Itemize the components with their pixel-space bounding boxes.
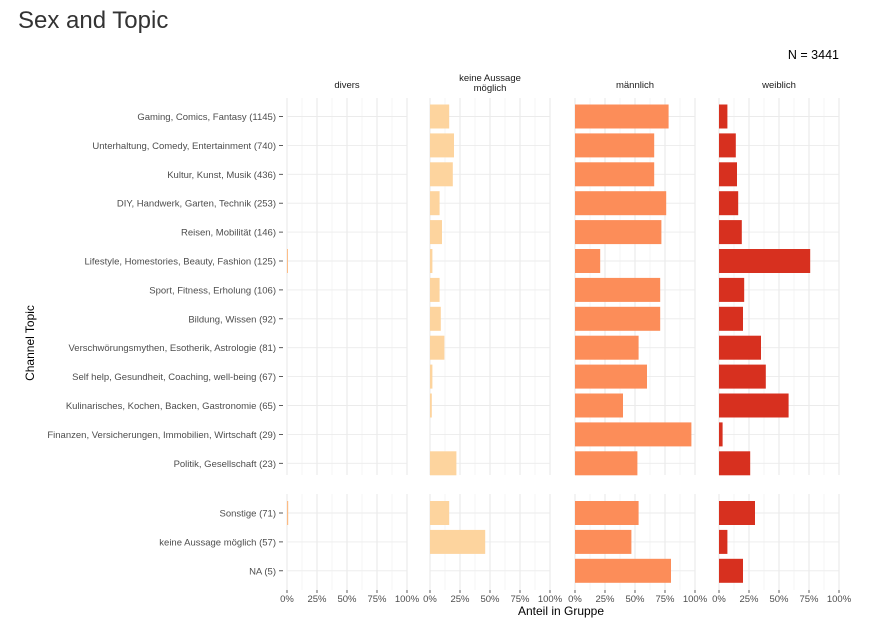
x-tick-label: 75% [799, 594, 819, 605]
bar-m-nnlich-kulinarisches-kochen-backen-gastronomie-65 [575, 393, 623, 418]
y-tick-label: Unterhaltung, Comedy, Entertainment (740… [92, 141, 276, 152]
bar-keine-aussage-m-glich-kulinarisches-kochen-backen-gastronomie-65 [430, 393, 432, 418]
bar-keine-aussage-m-glich-reisen-mobilit-t-146 [430, 220, 442, 245]
y-tick-label: Kultur, Kunst, Musik (436) [167, 170, 276, 181]
bar-m-nnlich-unterhaltung-comedy-entertainment-740 [575, 133, 655, 158]
bar-keine-aussage-m-glich-lifestyle-homestories-beauty-fashion-125 [430, 249, 433, 273]
x-tick-label: 100% [683, 594, 708, 605]
y-tick-label: Gaming, Comics, Fantasy (1145) [137, 112, 276, 123]
bar-m-nnlich-keine-aussage-m-glich-57 [575, 529, 632, 554]
bar-divers-sonstige-71 [287, 501, 289, 525]
y-tick-label: NA (5) [249, 566, 276, 577]
x-tick-label: 50% [769, 594, 789, 605]
bar-weiblich-keine-aussage-m-glich-57 [719, 529, 728, 554]
x-tick-label: 100% [538, 594, 563, 605]
bar-weiblich-self-help-gesundheit-coaching-well-being-67 [719, 364, 766, 389]
x-tick-label: 75% [655, 594, 675, 605]
facet-label-keine-aussage-m-glich-line-2: möglich [474, 83, 507, 94]
bar-m-nnlich-reisen-mobilit-t-146 [575, 220, 662, 245]
bar-weiblich-finanzen-versicherungen-immobilien-wirtschaft-29 [719, 422, 723, 447]
bar-keine-aussage-m-glich-sport-fitness-erholung-106 [430, 277, 440, 302]
facet-label-divers: divers [334, 80, 360, 91]
y-tick-label: keine Aussage möglich (57) [159, 537, 276, 548]
bar-weiblich-gaming-comics-fantasy-1145 [719, 104, 728, 129]
x-tick-label: 75% [367, 594, 387, 605]
bar-m-nnlich-self-help-gesundheit-coaching-well-being-67 [575, 364, 647, 389]
chart-title: Sex and Topic [18, 7, 168, 34]
x-tick-label: 75% [510, 594, 530, 605]
y-tick-label: Politik, Gesellschaft (23) [174, 459, 276, 470]
y-tick-label: Bildung, Wissen (92) [188, 314, 276, 325]
bar-m-nnlich-sport-fitness-erholung-106 [575, 277, 661, 302]
bar-weiblich-unterhaltung-comedy-entertainment-740 [719, 133, 736, 158]
bar-m-nnlich-diy-handwerk-garten-technik-253 [575, 191, 667, 216]
y-tick-label: Sport, Fitness, Erholung (106) [149, 285, 276, 296]
bar-weiblich-sport-fitness-erholung-106 [719, 277, 745, 302]
bar-weiblich-kultur-kunst-musik-436 [719, 162, 737, 187]
bar-keine-aussage-m-glich-keine-aussage-m-glich-57 [430, 529, 486, 554]
y-tick-label: Lifestyle, Homestories, Beauty, Fashion … [85, 257, 277, 268]
bar-m-nnlich-finanzen-versicherungen-immobilien-wirtschaft-29 [575, 422, 692, 447]
y-tick-label: Verschwörungsmythen, Esotherik, Astrolog… [68, 343, 276, 354]
bar-m-nnlich-na-5 [575, 558, 671, 583]
bar-keine-aussage-m-glich-verschw-rungsmythen-esotherik-astrologie-81 [430, 335, 445, 360]
x-tick-label: 0% [423, 594, 437, 605]
bar-keine-aussage-m-glich-gaming-comics-fantasy-1145 [430, 104, 450, 129]
bar-keine-aussage-m-glich-politik-gesellschaft-23 [430, 451, 457, 476]
bar-keine-aussage-m-glich-bildung-wissen-92 [430, 306, 441, 331]
x-tick-label: 100% [827, 594, 852, 605]
bar-weiblich-politik-gesellschaft-23 [719, 451, 751, 476]
x-axis-title: Anteil in Gruppe [518, 604, 604, 618]
x-tick-label: 25% [450, 594, 470, 605]
facet-label-weiblich: weiblich [761, 80, 796, 91]
bar-m-nnlich-gaming-comics-fantasy-1145 [575, 104, 669, 129]
x-tick-label: 0% [712, 594, 726, 605]
bar-keine-aussage-m-glich-diy-handwerk-garten-technik-253 [430, 191, 440, 216]
bar-m-nnlich-politik-gesellschaft-23 [575, 451, 638, 476]
bar-weiblich-bildung-wissen-92 [719, 306, 743, 331]
y-tick-label: Finanzen, Versicherungen, Immobilien, Wi… [47, 430, 276, 441]
y-axis-title: Channel Topic [23, 305, 37, 381]
bar-keine-aussage-m-glich-kultur-kunst-musik-436 [430, 162, 453, 187]
x-tick-label: 0% [568, 594, 582, 605]
y-tick-label: Sonstige (71) [219, 509, 276, 520]
facet-label-keine-aussage-m-glich-line-1: keine Aussage [459, 73, 521, 84]
y-tick-label: DIY, Handwerk, Garten, Technik (253) [117, 199, 276, 210]
x-tick-label: 0% [280, 594, 294, 605]
bar-weiblich-lifestyle-homestories-beauty-fashion-125 [719, 249, 811, 273]
x-tick-label: 100% [395, 594, 420, 605]
bar-m-nnlich-verschw-rungsmythen-esotherik-astrologie-81 [575, 335, 639, 360]
bar-weiblich-kulinarisches-kochen-backen-gastronomie-65 [719, 393, 789, 418]
facet-label-m-nnlich: männlich [616, 80, 654, 91]
bar-m-nnlich-lifestyle-homestories-beauty-fashion-125 [575, 249, 601, 273]
x-tick-label: 50% [480, 594, 500, 605]
bar-m-nnlich-kultur-kunst-musik-436 [575, 162, 655, 187]
x-tick-label: 25% [307, 594, 327, 605]
x-tick-label: 50% [337, 594, 357, 605]
bar-m-nnlich-bildung-wissen-92 [575, 306, 661, 331]
x-tick-label: 50% [625, 594, 645, 605]
bar-weiblich-sonstige-71 [719, 501, 755, 525]
y-tick-label: Self help, Gesundheit, Coaching, well-be… [72, 372, 276, 383]
bar-weiblich-verschw-rungsmythen-esotherik-astrologie-81 [719, 335, 761, 360]
bar-keine-aussage-m-glich-sonstige-71 [430, 501, 450, 525]
sample-size-annotation: N = 3441 [788, 48, 839, 62]
bar-divers-lifestyle-homestories-beauty-fashion-125 [287, 249, 288, 273]
y-tick-label: Reisen, Mobilität (146) [181, 228, 276, 239]
bar-keine-aussage-m-glich-self-help-gesundheit-coaching-well-being-67 [430, 364, 433, 389]
bar-weiblich-diy-handwerk-garten-technik-253 [719, 191, 739, 216]
bar-weiblich-reisen-mobilit-t-146 [719, 220, 742, 245]
bar-m-nnlich-sonstige-71 [575, 501, 639, 525]
x-tick-label: 25% [739, 594, 759, 605]
bar-keine-aussage-m-glich-unterhaltung-comedy-entertainment-740 [430, 133, 454, 158]
bar-weiblich-na-5 [719, 558, 743, 583]
x-tick-label: 25% [595, 594, 615, 605]
y-tick-label: Kulinarisches, Kochen, Backen, Gastronom… [66, 401, 276, 412]
